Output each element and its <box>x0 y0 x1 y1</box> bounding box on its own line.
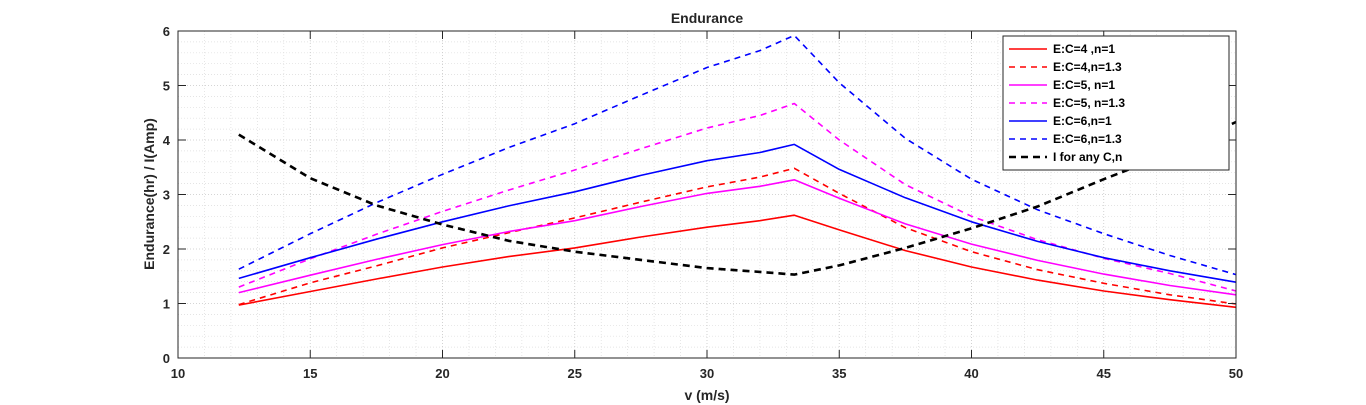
axis-ticks <box>177 30 1237 359</box>
chart-title: Endurance <box>671 10 744 26</box>
legend-label-1: E:C=4 ,n=1 <box>1053 42 1115 56</box>
legend-label-4: E:C=5, n=1.3 <box>1053 96 1125 110</box>
x-tick-label: 25 <box>568 366 582 381</box>
legend-label-2: E:C=4,n=1.3 <box>1053 60 1122 74</box>
x-tick-label: 35 <box>832 366 846 381</box>
x-tick-label: 30 <box>700 366 714 381</box>
x-axis-label: v (m/s) <box>684 387 729 403</box>
series-line-2 <box>238 167 1237 306</box>
x-tick-label: 10 <box>171 366 185 381</box>
series-line-6 <box>238 34 1237 276</box>
y-axis-label: Endurance(hr) / I(Amp) <box>141 118 157 270</box>
legend: E:C=4 ,n=1 E:C=4,n=1.3 E:C=5, n=1 E:C=5, n=… <box>1002 35 1230 171</box>
legend-label-3: E:C=5, n=1 <box>1053 78 1115 92</box>
series-line-5 <box>238 143 1237 283</box>
x-tick-label: 50 <box>1229 366 1243 381</box>
y-tick-label: 3 <box>163 188 170 203</box>
y-tick-label: 2 <box>163 242 170 257</box>
legend-label-7: I for any C,n <box>1053 150 1122 164</box>
legend-label-5: E:C=6,n=1 <box>1053 114 1112 128</box>
x-tick-label: 20 <box>435 366 449 381</box>
series-layer <box>238 34 1237 309</box>
y-tick-label: 5 <box>163 79 170 94</box>
series-line-1 <box>238 214 1237 309</box>
y-tick-label: 0 <box>163 351 170 366</box>
x-tick-label: 15 <box>303 366 317 381</box>
legend-box <box>1002 35 1230 171</box>
series-line-3 <box>238 179 1237 296</box>
y-tick-label: 4 <box>163 133 171 148</box>
legend-label-6: E:C=6,n=1.3 <box>1053 132 1122 146</box>
x-tick-label: 45 <box>1097 366 1111 381</box>
y-tick-label: 1 <box>163 297 170 312</box>
series-line-7 <box>238 120 1237 276</box>
x-tick-label: 40 <box>964 366 978 381</box>
y-tick-label: 6 <box>163 24 170 39</box>
